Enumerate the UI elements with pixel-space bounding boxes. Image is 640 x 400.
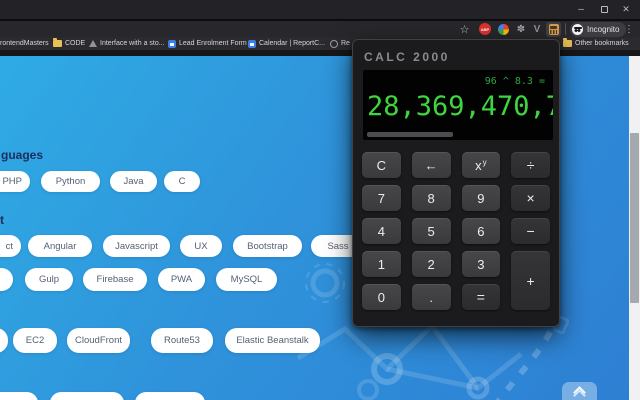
incognito-badge: Incognito — [570, 22, 627, 37]
calculator-glyph — [548, 24, 559, 35]
incognito-label: Incognito — [587, 25, 620, 34]
bookmark-label: Re — [341, 40, 350, 47]
backspace-key[interactable]: ← — [411, 152, 451, 178]
pill-firebase[interactable]: Firebase — [83, 268, 147, 291]
page-scrollbar-thumb[interactable] — [630, 133, 639, 303]
pill-clipped[interactable] — [0, 392, 38, 400]
maximize-button[interactable] — [593, 0, 615, 19]
section-heading-development: t — [0, 213, 4, 227]
subtract-key[interactable]: − — [511, 218, 550, 244]
section-heading-languages: guages — [1, 148, 44, 162]
bookmark-label: Interface with a sto... — [100, 40, 165, 47]
bookmark-calendar[interactable]: Calendar | ReportC... — [248, 37, 325, 50]
scroll-to-top-button[interactable] — [562, 382, 597, 400]
divide-key[interactable]: ÷ — [511, 152, 550, 178]
browser-menu-button[interactable]: ⋮ — [624, 24, 634, 35]
clear-key[interactable]: C — [362, 152, 401, 178]
titlebar-divider — [0, 19, 640, 21]
folder-icon — [563, 38, 572, 47]
pill-c[interactable]: C — [164, 171, 200, 192]
one-key[interactable]: 1 — [362, 251, 401, 277]
pill-sass[interactable]: Sass — [311, 235, 365, 257]
bookmark-label: CODE — [65, 40, 86, 47]
browser-toolbar: ☆ ABP ✽ V Incognito ⋮ — [0, 21, 640, 37]
four-key[interactable]: 4 — [362, 218, 401, 244]
bookmark-label: rontendMasters — [0, 40, 49, 47]
minimize-button[interactable]: – — [578, 4, 584, 15]
vimium-extension-icon[interactable]: V — [533, 24, 541, 35]
six-key[interactable]: 6 — [461, 218, 501, 244]
display-scrollbar-thumb[interactable] — [367, 132, 453, 137]
folder-icon — [53, 38, 62, 47]
pill-route53[interactable]: Route53 — [151, 328, 213, 353]
pill-php[interactable]: PHP — [0, 171, 30, 192]
adblock-extension-icon[interactable]: ABP — [479, 23, 491, 35]
pill-cut-left[interactable] — [0, 268, 13, 291]
pill-ec2[interactable]: EC2 — [13, 328, 57, 353]
gear-favicon — [330, 39, 338, 48]
bookmark-star-icon[interactable]: ☆ — [459, 24, 470, 36]
bookmark-frontendmasters[interactable]: rontendMasters — [0, 37, 49, 50]
pill-java[interactable]: Java — [110, 171, 157, 192]
calculator-title: CALC 2000 — [364, 50, 450, 64]
pill-cloudfront[interactable]: CloudFront — [67, 328, 130, 353]
bookmark-re[interactable]: Re — [330, 37, 350, 50]
page-scrollbar-track[interactable] — [629, 56, 640, 400]
other-bookmarks-button[interactable]: Other bookmarks — [563, 37, 629, 50]
maximize-icon — [600, 6, 608, 13]
bookmark-interface[interactable]: Interface with a sto... — [89, 37, 165, 50]
other-bookmarks-label: Other bookmarks — [575, 40, 629, 47]
calculator-result: 28,369,470,7 — [367, 91, 553, 122]
zero-key[interactable]: 0 — [362, 284, 401, 310]
pill-mysql[interactable]: MySQL — [216, 268, 277, 291]
pill-pwa[interactable]: PWA — [158, 268, 205, 291]
pill-cut-left[interactable] — [0, 328, 8, 353]
bookmark-code-folder[interactable]: CODE — [53, 37, 85, 50]
pill-ux[interactable]: UX — [180, 235, 222, 257]
site-favicon — [89, 40, 97, 47]
seven-key[interactable]: 7 — [362, 185, 401, 211]
calculator-extension-icon[interactable] — [546, 22, 561, 37]
pill-clipped[interactable] — [135, 392, 205, 400]
flower-extension-icon[interactable]: ✽ — [516, 24, 526, 35]
form-favicon — [168, 39, 176, 48]
bookmark-label: Calendar | ReportC... — [259, 40, 326, 47]
equals-key[interactable]: = — [461, 284, 501, 310]
pill-angular[interactable]: Angular — [28, 235, 92, 257]
pill-react[interactable]: ct — [0, 235, 21, 257]
pill-clipped[interactable] — [50, 392, 124, 400]
decimal-key[interactable]: . — [411, 284, 451, 310]
three-key[interactable]: 3 — [461, 251, 501, 277]
window-titlebar: – ✕ — [0, 0, 640, 19]
bookmark-lead-enrolment[interactable]: Lead Enrolment Form — [168, 37, 247, 50]
pill-javascript[interactable]: Javascript — [103, 235, 170, 257]
pill-bootstrap[interactable]: Bootstrap — [233, 235, 302, 257]
pill-elastic-beanstalk[interactable]: Elastic Beanstalk — [225, 328, 320, 353]
calendar-favicon — [248, 39, 256, 48]
nine-key[interactable]: 9 — [461, 185, 501, 211]
incognito-spy-icon — [572, 24, 583, 35]
bookmark-label: Lead Enrolment Form — [179, 40, 247, 47]
eight-key[interactable]: 8 — [411, 185, 451, 211]
color-wheel-extension-icon[interactable] — [498, 24, 509, 35]
pill-gulp[interactable]: Gulp — [25, 268, 73, 291]
two-key[interactable]: 2 — [411, 251, 451, 277]
toolbar-separator — [565, 23, 566, 35]
chrome-bottom-strip — [0, 50, 640, 56]
add-key[interactable]: + — [511, 251, 550, 310]
pill-python[interactable]: Python — [41, 171, 100, 192]
power-exponent: y — [482, 157, 487, 167]
calculator-expression: 96 ^ 8.3 = — [484, 76, 545, 87]
five-key[interactable]: 5 — [411, 218, 451, 244]
multiply-key[interactable]: × — [511, 185, 550, 211]
close-button[interactable]: ✕ — [622, 4, 630, 14]
power-base: x — [475, 157, 482, 173]
calculator-display: 96 ^ 8.3 = 28,369,470,7 — [363, 70, 553, 140]
